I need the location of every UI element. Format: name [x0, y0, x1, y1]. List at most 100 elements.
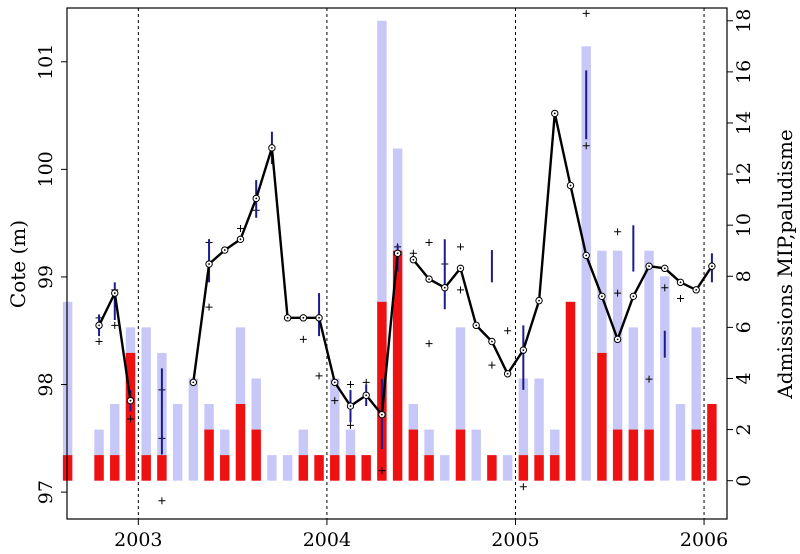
x-tick-label: 2004 — [303, 529, 351, 551]
y-tick-label: 98 — [35, 372, 57, 396]
bar-paludisme — [298, 455, 309, 481]
bar-paludisme — [392, 250, 403, 481]
bar-paludisme — [644, 429, 654, 481]
y2-tick-label: 14 — [733, 111, 755, 135]
bar-mip — [377, 20, 387, 481]
bar-mip — [612, 250, 623, 481]
bar-paludisme — [110, 455, 120, 481]
year-gridlines — [137, 8, 705, 519]
water-level-point-center — [711, 265, 713, 268]
bar-mip — [675, 404, 686, 481]
bar-mip — [172, 404, 183, 481]
y2-tick-label: 12 — [733, 162, 755, 186]
raw-point — [582, 142, 590, 150]
bar-paludisme — [141, 455, 151, 481]
raw-point — [236, 225, 244, 233]
water-level-point-center — [192, 381, 195, 384]
bar-paludisme — [518, 455, 529, 481]
bar-paludisme — [251, 429, 261, 481]
x-tick-label: 2006 — [680, 529, 728, 551]
water-level-point-center — [349, 405, 352, 407]
water-level-point-center — [98, 324, 100, 327]
bar-paludisme — [157, 455, 167, 481]
bar-paludisme — [62, 455, 73, 481]
y2-tick-label: 8 — [733, 270, 755, 282]
bar-paludisme — [424, 455, 434, 481]
water-level-point-center — [695, 288, 698, 291]
water-level-point-center — [208, 263, 210, 265]
bar-mip — [110, 404, 120, 481]
y2-tick-label: 2 — [733, 424, 755, 436]
bar-mip — [534, 378, 544, 481]
water-level-line — [192, 146, 399, 416]
water-level-point-center — [223, 249, 226, 251]
water-level-point-center — [428, 278, 430, 280]
bar-paludisme — [691, 429, 701, 481]
water-level-point-center — [333, 381, 336, 384]
water-level-point-center — [491, 340, 493, 343]
bar-mip — [282, 455, 293, 481]
bar-paludisme — [204, 429, 214, 481]
y2-axis-title: Admissions MIP,paludisme — [773, 129, 797, 399]
raw-point — [346, 421, 354, 429]
y2-tick-label: 0 — [733, 475, 755, 487]
raw-point — [425, 340, 433, 348]
water-level-point-center — [286, 316, 289, 319]
y-tick-label: 100 — [35, 151, 57, 187]
raw-point — [205, 303, 213, 311]
bar-paludisme — [94, 455, 104, 481]
y-tick-label: 101 — [35, 44, 57, 80]
water-level-point-center — [632, 295, 635, 298]
axes-layer: 2003 2004 2005 2006 97 98 99 100 101 0 2 4 6 8 10 12 14 1… — [35, 9, 755, 551]
water-level-point-center — [381, 413, 383, 416]
water-level-point-center — [239, 238, 242, 241]
bar-mip — [188, 378, 199, 481]
y2-tick-label: 18 — [733, 9, 755, 33]
water-level-point-center — [538, 299, 540, 302]
raw-point — [676, 294, 684, 302]
water-level-point-center — [648, 265, 650, 268]
bar-mip — [471, 429, 481, 481]
bar-mip — [628, 327, 639, 481]
bar-mip — [267, 455, 277, 481]
bar-paludisme — [612, 429, 623, 481]
y2-tick-label: 16 — [733, 60, 755, 84]
bar-paludisme — [220, 455, 230, 481]
bar-mip — [518, 378, 529, 481]
water-level-point-center — [569, 184, 572, 187]
raw-point — [95, 337, 103, 345]
y-tick-label: 97 — [35, 480, 57, 504]
bar-paludisme — [628, 429, 639, 481]
raw-point — [111, 321, 119, 329]
bar-mip — [455, 327, 466, 481]
water-level-point-center — [113, 292, 116, 294]
raw-point — [661, 284, 669, 292]
water-level-point-center — [506, 372, 509, 375]
bar-paludisme — [408, 429, 419, 481]
water-level-point-center — [365, 394, 368, 397]
bar-paludisme — [707, 404, 717, 481]
bar-paludisme — [330, 455, 340, 481]
water-level-point-center — [475, 324, 478, 327]
bar-paludisme — [235, 404, 246, 481]
bar-mip — [330, 378, 340, 481]
bar-mip — [502, 455, 513, 481]
raw-point — [331, 397, 339, 405]
raw-point — [425, 239, 433, 247]
water-level-point-center — [271, 146, 273, 149]
raw-point — [456, 286, 464, 294]
raw-point — [614, 228, 622, 236]
y-axis-title: Cote (m) — [6, 220, 30, 308]
water-level-point-center — [553, 112, 556, 115]
water-level-point-center — [585, 254, 588, 257]
y-tick-label: 99 — [35, 265, 57, 289]
bar-paludisme — [361, 455, 371, 481]
plot-frame — [66, 7, 728, 520]
water-level-point-center — [396, 252, 399, 255]
bar-paludisme — [314, 455, 324, 481]
water-level-point-center — [318, 316, 320, 319]
water-level-point-center — [616, 338, 619, 341]
bar-mip — [644, 250, 654, 481]
x-tick-label: 2003 — [114, 529, 162, 551]
